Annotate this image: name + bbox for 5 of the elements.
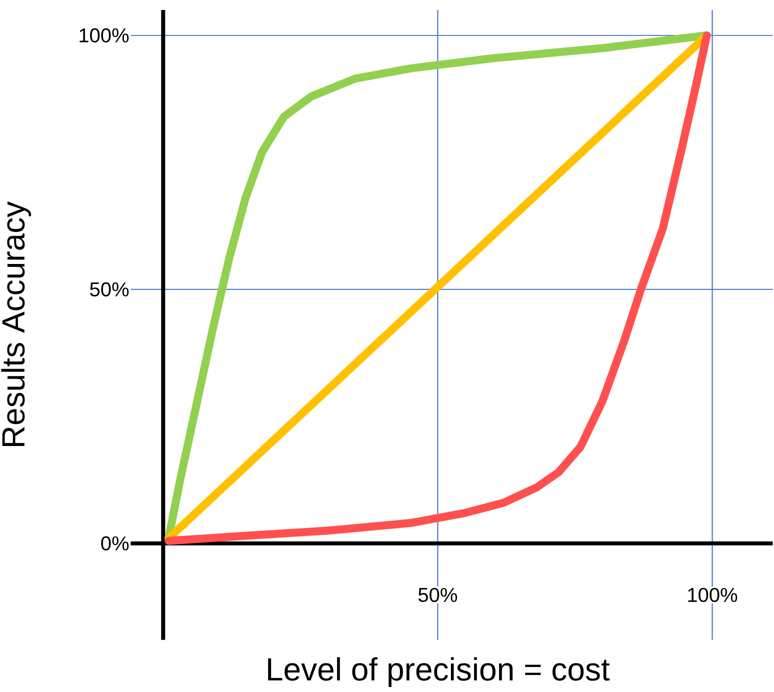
y-tick-label: 100% — [80, 28, 129, 43]
x-axis-title: Level of precision = cost — [268, 657, 610, 688]
y-tick-label: 50% — [90, 282, 129, 296]
y-axis-title: Results Accuracy — [1, 201, 32, 446]
y-tick-label: 0% — [101, 536, 129, 550]
